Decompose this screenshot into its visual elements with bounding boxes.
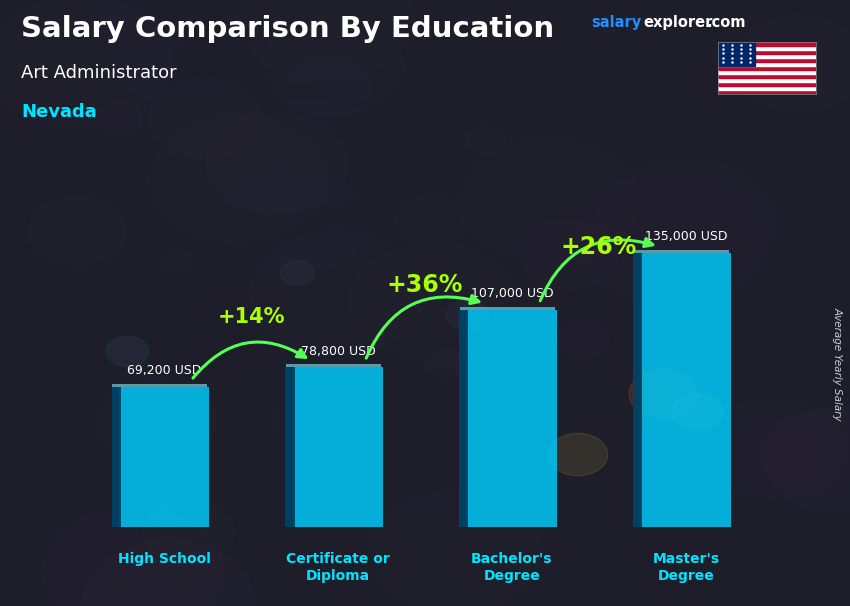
Bar [633,253,643,527]
Circle shape [239,0,398,86]
Circle shape [446,300,489,330]
Circle shape [466,125,507,155]
Circle shape [205,113,348,215]
Circle shape [360,180,558,321]
Bar [718,66,816,70]
Circle shape [576,170,768,307]
Circle shape [42,506,224,606]
Circle shape [596,157,778,287]
Bar [718,42,756,66]
Text: Bachelor's
Degree: Bachelor's Degree [471,553,552,582]
Bar [718,55,816,58]
Circle shape [265,0,463,91]
Bar [718,47,816,50]
Circle shape [394,193,471,248]
Text: .com: .com [706,15,745,30]
Circle shape [494,0,552,27]
Circle shape [27,196,127,267]
Bar [718,90,816,94]
Bar [641,253,731,527]
Text: 135,000 USD: 135,000 USD [644,230,728,243]
Text: 107,000 USD: 107,000 USD [471,287,553,300]
Bar [286,367,295,527]
Bar [292,367,383,527]
Text: explorer: explorer [643,15,713,30]
Circle shape [725,189,850,298]
Bar [718,70,816,74]
Bar [112,384,207,387]
Text: Nevada: Nevada [21,103,97,121]
Text: +26%: +26% [561,235,638,259]
FancyArrowPatch shape [193,342,306,378]
Circle shape [96,103,143,136]
Circle shape [82,541,255,606]
Bar [111,387,121,527]
Bar [460,310,468,527]
Bar [718,58,816,62]
Bar [460,307,555,310]
Circle shape [269,399,331,444]
Circle shape [218,168,368,275]
Circle shape [250,229,426,355]
Text: 78,800 USD: 78,800 USD [301,345,376,358]
Circle shape [114,22,229,104]
FancyArrowPatch shape [366,296,479,358]
Text: Art Administrator: Art Administrator [21,64,177,82]
Circle shape [720,418,824,492]
Text: Master's
Degree: Master's Degree [652,553,719,582]
Circle shape [280,261,314,285]
Bar [718,42,816,47]
Circle shape [0,463,68,554]
Text: Salary Comparison By Education: Salary Comparison By Education [21,15,554,43]
Circle shape [731,15,850,112]
Bar [718,74,816,78]
Circle shape [236,0,415,81]
Circle shape [106,336,149,367]
Circle shape [629,370,697,418]
Bar [286,364,381,367]
Bar [718,82,816,86]
Circle shape [350,242,519,362]
Text: High School: High School [117,553,211,567]
Bar [718,62,816,66]
Text: salary: salary [591,15,641,30]
Circle shape [763,407,850,512]
Circle shape [213,324,291,379]
Circle shape [548,433,608,476]
Circle shape [149,79,263,160]
Circle shape [157,248,196,276]
Text: +36%: +36% [387,273,463,297]
Bar [718,86,816,90]
Circle shape [246,72,303,112]
Text: 69,200 USD: 69,200 USD [127,364,201,377]
FancyArrowPatch shape [541,239,653,301]
Bar [467,310,558,527]
Bar [718,50,816,55]
Circle shape [425,348,467,379]
Bar [718,78,816,82]
Circle shape [143,501,235,566]
Circle shape [520,219,617,289]
Circle shape [672,394,722,430]
Circle shape [0,0,173,129]
Bar [119,387,209,527]
Text: +14%: +14% [218,307,285,327]
Circle shape [264,15,405,116]
Text: Certificate or
Diploma: Certificate or Diploma [286,553,390,582]
Text: Average Yearly Salary: Average Yearly Salary [832,307,842,421]
Circle shape [148,118,326,245]
Bar [634,250,729,253]
